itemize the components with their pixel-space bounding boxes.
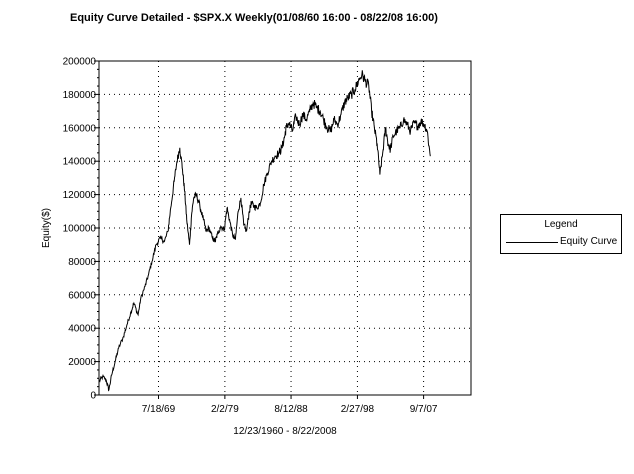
y-tick-label: 20000 xyxy=(68,357,96,368)
y-tick-label: 0 xyxy=(90,391,96,402)
legend-title: Legend xyxy=(544,219,578,230)
y-tick-label: 200000 xyxy=(63,57,97,68)
legend-item-equity-curve: Equity Curve xyxy=(560,236,618,247)
y-tick-label: 180000 xyxy=(63,90,97,101)
legend: Legend Equity Curve xyxy=(500,214,622,254)
x-tick-label: 7/18/69 xyxy=(142,404,176,415)
x-tick-label: 9/7/07 xyxy=(410,404,438,415)
y-tick-label: 160000 xyxy=(63,123,97,134)
x-tick-label: 8/12/88 xyxy=(274,404,308,415)
x-axis: 7/18/69 2/2/79 8/12/88 2/27/98 9/7/07 xyxy=(142,395,438,415)
y-tick-label: 140000 xyxy=(63,157,97,168)
y-tick-label: 40000 xyxy=(68,324,96,335)
legend-swatch-equity-curve xyxy=(506,242,558,243)
x-axis-title: 12/23/1960 - 8/22/2008 xyxy=(233,426,337,437)
y-tick-label: 80000 xyxy=(68,257,96,268)
y-axis: 0 20000 40000 60000 80000 100000 120000 140000 1… xyxy=(63,57,99,402)
y-tick-label: 100000 xyxy=(63,224,97,235)
y-tick-label: 60000 xyxy=(68,290,96,301)
x-tick-label: 2/27/98 xyxy=(341,404,375,415)
series-line-equity-curve xyxy=(98,70,431,392)
y-tick-label: 120000 xyxy=(63,190,97,201)
x-tick-label: 2/2/79 xyxy=(211,404,239,415)
y-axis-title: Equity($) xyxy=(41,208,52,248)
chart-title: Equity Curve Detailed - $SPX.X Weekly(01… xyxy=(70,12,438,24)
